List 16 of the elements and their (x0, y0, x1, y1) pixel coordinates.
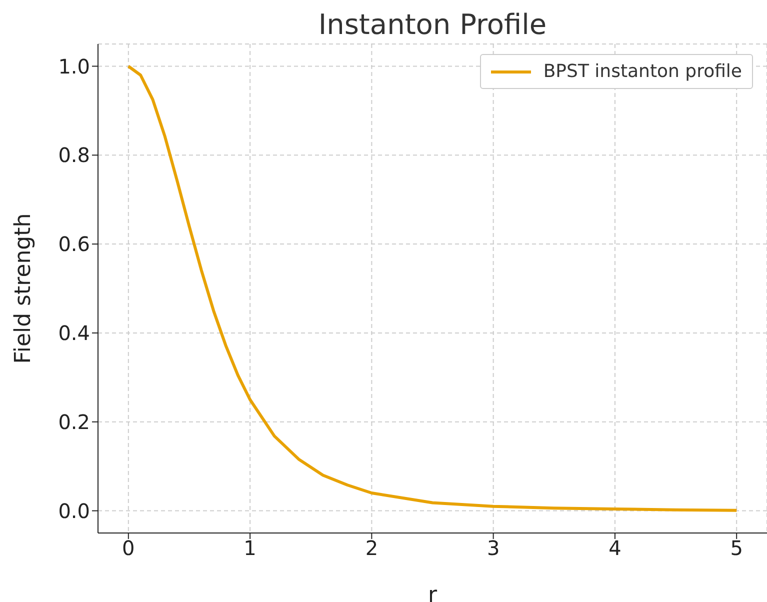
x-tick-label: 1 (244, 536, 256, 560)
x-tick-label: 3 (486, 536, 500, 560)
legend-label: BPST instanton profile (543, 61, 742, 82)
y-tick-label: 0.4 (58, 321, 90, 346)
y-tick-label: 0.0 (58, 498, 90, 523)
y-tick-label: 0.2 (58, 410, 90, 434)
x-tick-label: 2 (365, 536, 378, 560)
x-tick-label: 0 (122, 536, 135, 560)
y-tick-label: 0.6 (58, 232, 90, 256)
chart-title: Instanton Profile (317, 8, 548, 41)
x-tick-label: 5 (730, 536, 743, 560)
y-tick-label: 1.0 (58, 54, 90, 78)
x-tick-label: 4 (608, 536, 622, 560)
x-axis-title: r (428, 583, 438, 602)
y-tick-label: 0.8 (58, 143, 90, 168)
y-axis-title: Field strength (10, 213, 36, 364)
